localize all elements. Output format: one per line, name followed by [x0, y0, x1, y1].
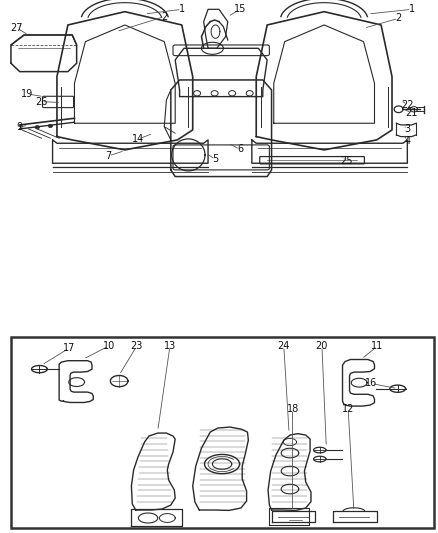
Text: 25: 25	[341, 156, 353, 166]
Text: 19: 19	[21, 89, 33, 99]
Text: 9: 9	[17, 122, 23, 132]
Circle shape	[48, 124, 53, 127]
Text: 11: 11	[371, 341, 384, 351]
Text: 7: 7	[106, 151, 112, 161]
Text: 27: 27	[11, 23, 23, 34]
Text: 1: 1	[179, 4, 185, 14]
Text: 14: 14	[132, 134, 144, 144]
Text: 17: 17	[63, 343, 75, 353]
Text: 18: 18	[286, 405, 299, 415]
Text: 21: 21	[406, 108, 418, 118]
Text: 5: 5	[212, 154, 219, 164]
Text: 1: 1	[409, 4, 415, 14]
Text: 22: 22	[401, 100, 413, 110]
Text: 4: 4	[404, 135, 410, 146]
Text: 16: 16	[365, 378, 378, 389]
Text: 10: 10	[102, 341, 115, 351]
Text: 6: 6	[237, 144, 243, 154]
Text: 13: 13	[164, 341, 176, 351]
Text: 20: 20	[316, 341, 328, 351]
Text: 24: 24	[278, 341, 290, 351]
Text: 26: 26	[35, 96, 48, 107]
Circle shape	[35, 126, 39, 129]
Text: 23: 23	[131, 341, 143, 351]
Text: 12: 12	[342, 405, 354, 415]
Text: 3: 3	[404, 124, 410, 134]
Text: 2: 2	[396, 13, 402, 23]
Text: 2: 2	[161, 12, 167, 22]
Text: 15: 15	[234, 4, 246, 14]
